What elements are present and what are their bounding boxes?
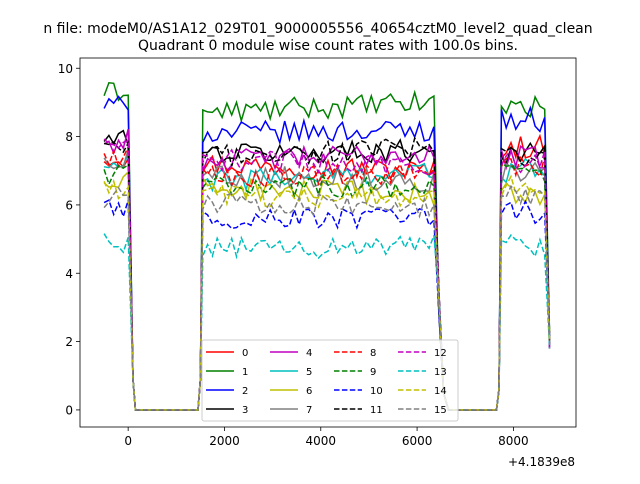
y-tick-label: 10 [58, 62, 73, 76]
legend-label-0: 0 [242, 348, 248, 359]
legend-box [201, 339, 459, 422]
figure-suptitle: n file: modeM0/AS1A12_029T01_9000005556_… [43, 21, 592, 37]
chart-title: Quadrant 0 module wise count rates with … [138, 38, 518, 54]
x-axis: 0 2000 4000 6000 8000 [124, 427, 529, 448]
y-tick-label: 2 [65, 335, 73, 349]
plot-frame [79, 57, 577, 428]
x-tick-label: 8000 [498, 434, 529, 448]
y-tick-label: 6 [65, 198, 73, 212]
y-tick-label: 0 [65, 403, 73, 417]
y-tick-label: 4 [65, 267, 73, 281]
series-lines [103, 81, 551, 411]
y-tick-label: 8 [65, 130, 73, 144]
y-axis: 0 2 4 6 8 10 [58, 62, 80, 417]
legend-label-15: 15 [434, 405, 447, 416]
legend-label-7: 7 [306, 405, 312, 416]
x-tick-label: 4000 [306, 434, 337, 448]
legend-label-6: 6 [306, 386, 312, 397]
legend-label-1: 1 [242, 367, 248, 378]
legend-label-11: 11 [370, 405, 383, 416]
x-tick-label: 2000 [209, 434, 240, 448]
legend-label-9: 9 [370, 367, 376, 378]
legend-label-13: 13 [434, 367, 447, 378]
series-line-14 [103, 174, 551, 411]
x-tick-label: 0 [124, 434, 132, 448]
x-offset-label: +4.1839e8 [508, 455, 575, 469]
x-tick-label: 6000 [402, 434, 433, 448]
legend-label-8: 8 [370, 348, 376, 359]
legend-label-2: 2 [242, 386, 248, 397]
legend-label-12: 12 [434, 348, 447, 359]
legend-label-14: 14 [434, 386, 447, 397]
legend-label-10: 10 [370, 386, 383, 397]
series-line-15 [103, 184, 551, 411]
legend-label-5: 5 [306, 367, 312, 378]
legend-label-4: 4 [306, 348, 312, 359]
legend-label-3: 3 [242, 405, 248, 416]
